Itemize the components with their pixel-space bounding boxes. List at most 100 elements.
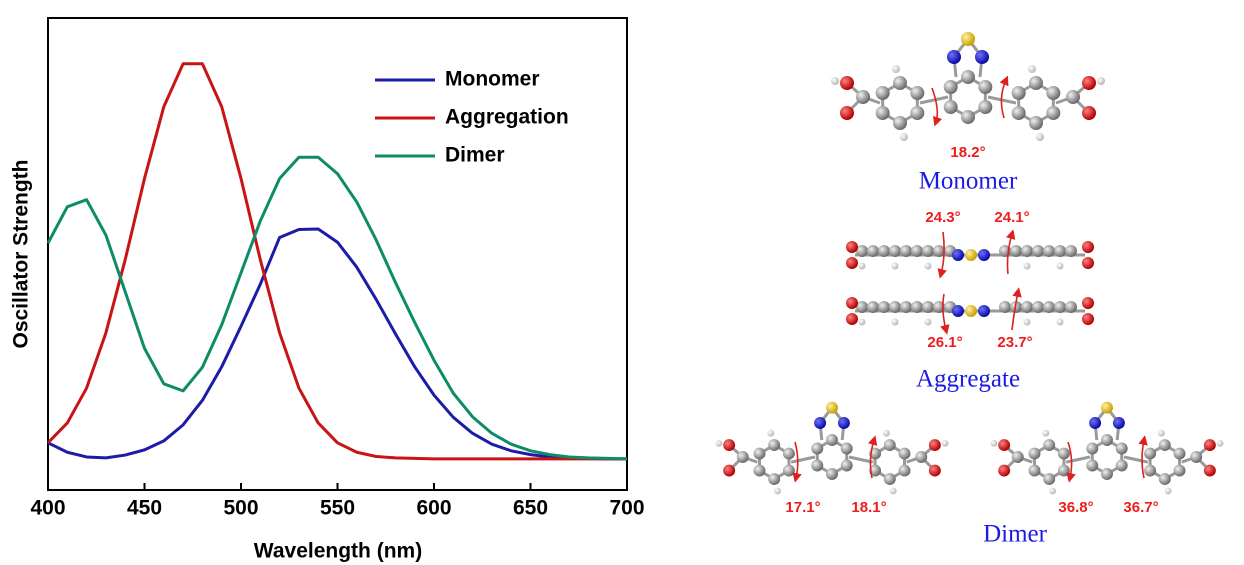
atom — [1082, 76, 1096, 90]
angle-label: 26.1° — [927, 334, 962, 351]
atom — [1024, 319, 1031, 326]
atom — [965, 305, 977, 317]
atom — [1054, 245, 1066, 257]
atom — [768, 439, 780, 451]
atom — [929, 439, 941, 451]
atom — [1029, 465, 1041, 477]
atom — [1082, 241, 1094, 253]
atom — [859, 319, 866, 326]
atom — [978, 100, 992, 114]
atom — [952, 305, 964, 317]
atom — [846, 313, 858, 325]
atom — [910, 106, 924, 120]
angle-label: 24.3° — [925, 209, 960, 226]
atom — [1021, 301, 1033, 313]
atom — [1029, 448, 1041, 460]
atom — [1032, 301, 1044, 313]
atom — [961, 32, 975, 46]
atom — [876, 106, 890, 120]
atom — [859, 263, 866, 270]
atom — [998, 465, 1010, 477]
x-tick-label: 500 — [223, 497, 258, 520]
atom — [893, 76, 907, 90]
atom — [944, 100, 958, 114]
atom — [814, 417, 826, 429]
atom — [884, 473, 896, 485]
atom — [942, 440, 949, 447]
atom — [978, 249, 990, 261]
atom — [884, 439, 896, 451]
atom — [846, 257, 858, 269]
atom — [892, 263, 899, 270]
x-tick-label: 600 — [416, 497, 451, 520]
atom — [1082, 313, 1094, 325]
arrow — [932, 88, 937, 122]
atom — [892, 65, 900, 73]
structure-labels: 18.2° Monomer 24.3° 24.1° 26.1° 23.7° Ag… — [785, 144, 1158, 548]
atom — [1029, 116, 1043, 130]
atom — [952, 249, 964, 261]
atom — [723, 465, 735, 477]
atom — [1043, 439, 1055, 451]
atom — [947, 50, 961, 64]
atom — [1042, 430, 1049, 437]
atom — [811, 443, 823, 455]
atom — [783, 448, 795, 460]
atom — [911, 245, 923, 257]
atom — [826, 402, 838, 414]
atom — [1190, 451, 1202, 463]
x-tick-label: 400 — [30, 497, 65, 520]
atom — [737, 451, 749, 463]
atom — [1097, 77, 1105, 85]
atom — [1046, 86, 1060, 100]
atom — [716, 440, 723, 447]
atom — [975, 50, 989, 64]
atom — [893, 116, 907, 130]
atom — [1065, 301, 1077, 313]
atom — [1049, 488, 1056, 495]
atom — [1116, 443, 1128, 455]
atom — [1028, 65, 1036, 73]
atom — [1058, 465, 1070, 477]
atom — [754, 465, 766, 477]
atom — [944, 80, 958, 94]
molecule-panel — [716, 32, 1224, 494]
legend-label: Dimer — [445, 144, 505, 167]
atom — [876, 86, 890, 100]
atom — [978, 80, 992, 94]
angle-label: 23.7° — [997, 334, 1032, 351]
atom — [900, 245, 912, 257]
angle-label: 36.8° — [1058, 499, 1093, 516]
atom — [1204, 465, 1216, 477]
atom — [811, 460, 823, 472]
atom — [910, 86, 924, 100]
bond — [920, 97, 948, 103]
x-tick-label: 650 — [513, 497, 548, 520]
atom — [1089, 417, 1101, 429]
atom — [1204, 439, 1216, 451]
atom — [900, 301, 912, 313]
atom — [1032, 245, 1044, 257]
atom — [783, 465, 795, 477]
atom — [1116, 460, 1128, 472]
atom — [846, 297, 858, 309]
atom — [1144, 448, 1156, 460]
bond — [1124, 457, 1148, 462]
atom — [890, 488, 897, 495]
atom — [840, 106, 854, 120]
atom — [1217, 440, 1224, 447]
atom — [1057, 263, 1064, 270]
atom — [929, 465, 941, 477]
atom — [841, 460, 853, 472]
series-line — [48, 229, 627, 459]
atom — [768, 473, 780, 485]
atom — [1159, 439, 1171, 451]
atom — [978, 305, 990, 317]
atom — [892, 319, 899, 326]
angle-label: 24.1° — [994, 209, 1029, 226]
atom — [1012, 451, 1024, 463]
atom — [1113, 417, 1125, 429]
atom — [991, 440, 998, 447]
atom — [1144, 465, 1156, 477]
atom — [838, 417, 850, 429]
